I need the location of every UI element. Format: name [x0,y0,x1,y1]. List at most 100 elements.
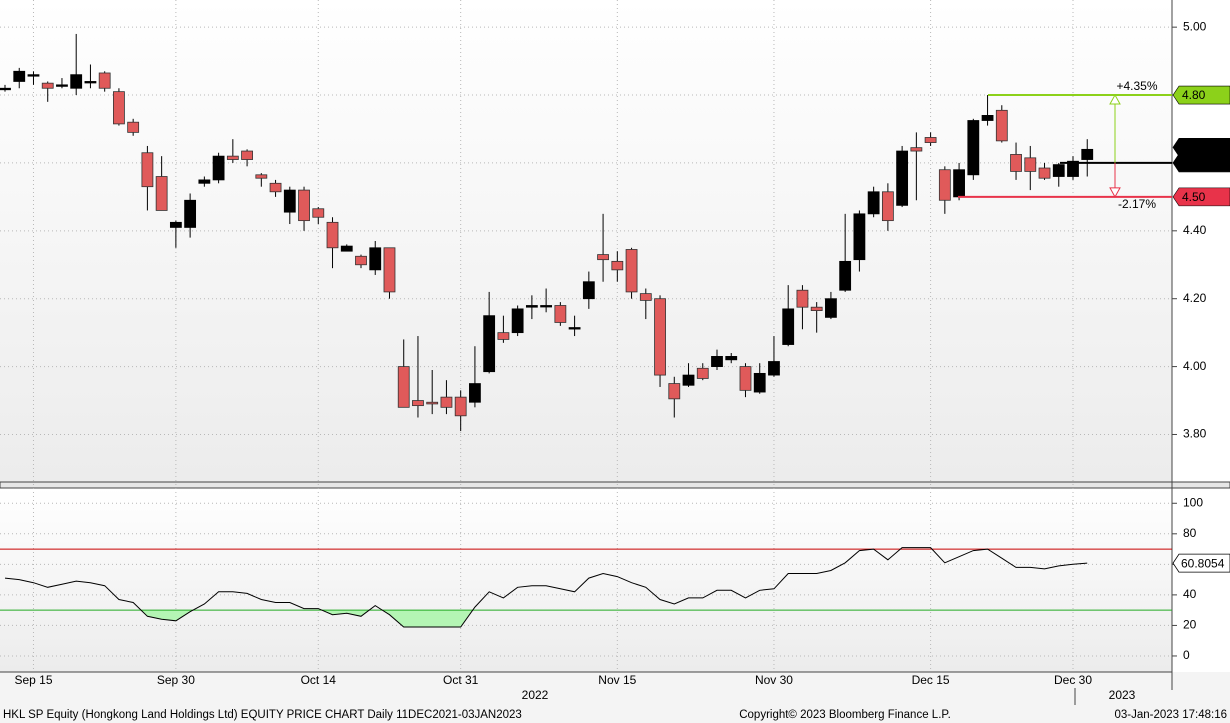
candle-body [340,245,353,252]
x-tick-label: Nov 15 [598,673,636,687]
y-tick-label: 4.00 [1183,359,1207,373]
candle-body [953,169,965,198]
candle-body [782,308,795,345]
candle-body [298,189,310,222]
candle-body [312,208,325,218]
value-tag [1172,553,1230,573]
footer-band [0,690,1230,723]
price-tag-label: 4.64 [1182,141,1206,155]
rsi-panel [0,488,1172,672]
x-tick-label: Dec 15 [912,673,950,687]
candle-body [511,308,524,334]
candle-body [454,396,467,417]
candle-body [56,84,68,87]
candle-body [825,298,837,318]
candle-body [981,115,994,121]
candle-body [938,169,951,201]
candle-body [967,120,980,176]
candle-body [924,137,937,143]
y-tick-label: 0 [1183,648,1190,662]
candle-body [839,260,852,291]
price-tag-label: 4.80 [1182,88,1206,102]
candle-body [483,315,496,373]
panel-divider [0,481,1230,489]
candle-body [469,383,481,403]
candle-body [853,213,866,261]
range-arrow-head [1109,94,1121,105]
candle-body [896,150,909,206]
y-tick-label: 20 [1183,618,1197,632]
candle-body [725,356,738,361]
candle-body [184,199,197,228]
candle-body [796,289,809,308]
candle-body [141,152,154,188]
candle-body [113,91,125,125]
x-tick-label: Oct 31 [443,673,479,687]
candle-body [0,87,11,91]
y-tick-label: 4.20 [1183,291,1207,305]
candle-body [27,74,40,77]
range-label: -2.17% [1118,197,1156,211]
candle-body [426,401,439,405]
candle-body [611,260,624,271]
candle-body [283,189,296,213]
candle-body [995,109,1008,142]
candle-body [412,400,424,407]
y-tick-label: 40 [1183,587,1197,601]
candle-body [881,191,894,222]
candle-body [1067,160,1079,177]
price-tag [1172,187,1230,207]
candle-body [326,221,339,249]
candle-body [910,147,923,152]
y-tick-label: 3.80 [1183,427,1207,441]
candle-body [682,374,695,386]
candle-body [525,305,538,308]
candle-body [867,191,880,215]
candle-body [1024,157,1037,172]
candle-body [654,298,666,376]
price-tag [1172,153,1230,173]
candle-body [127,121,140,133]
candle-body [625,249,638,293]
candle-body [255,174,268,179]
x-tick-label: Dec 30 [1054,673,1092,687]
year-label: 2023 [1109,688,1136,702]
y-tick-label: 5.00 [1183,19,1207,33]
candle-body [41,82,54,89]
candle-body [568,327,581,330]
year-label: 2022 [522,688,549,702]
candle-body [70,74,83,89]
range-label: +4.35% [1116,79,1157,93]
candle-body [554,305,567,323]
y-tick-label: 4.40 [1183,223,1207,237]
candle-body [711,356,723,367]
footer-center: Copyright© 2023 Bloomberg Finance L.P. [739,709,951,721]
candle-body [241,150,253,160]
x-tick-label: Oct 14 [301,673,337,687]
candle-body [98,72,111,89]
candle-body [226,155,239,160]
rsi-line [4,547,1088,628]
candle-body [696,367,709,379]
candle-body [639,293,652,301]
candle-body [1010,154,1022,172]
x-tick-label: Nov 30 [755,673,793,687]
candle-body [13,70,26,82]
price-panel [0,0,1172,482]
x-axis-band [0,672,1230,690]
candle-body [269,182,282,193]
candle-body [355,255,367,266]
footer-right: 03-Jan-2023 17:48:16 [1114,709,1227,721]
y-tick-label: 100 [1183,495,1203,509]
candle-body [383,247,396,293]
candle-body [582,281,595,300]
candle-body [768,361,780,376]
x-tick-label: Sep 30 [157,673,195,687]
y-tick-label: 80 [1183,526,1197,540]
candle-body [739,366,752,391]
price-tag-label: 4.60 [1182,156,1206,170]
candle-body [1052,164,1065,177]
candle-body [369,247,382,271]
candle-body [440,396,453,408]
candle-body [155,176,168,211]
